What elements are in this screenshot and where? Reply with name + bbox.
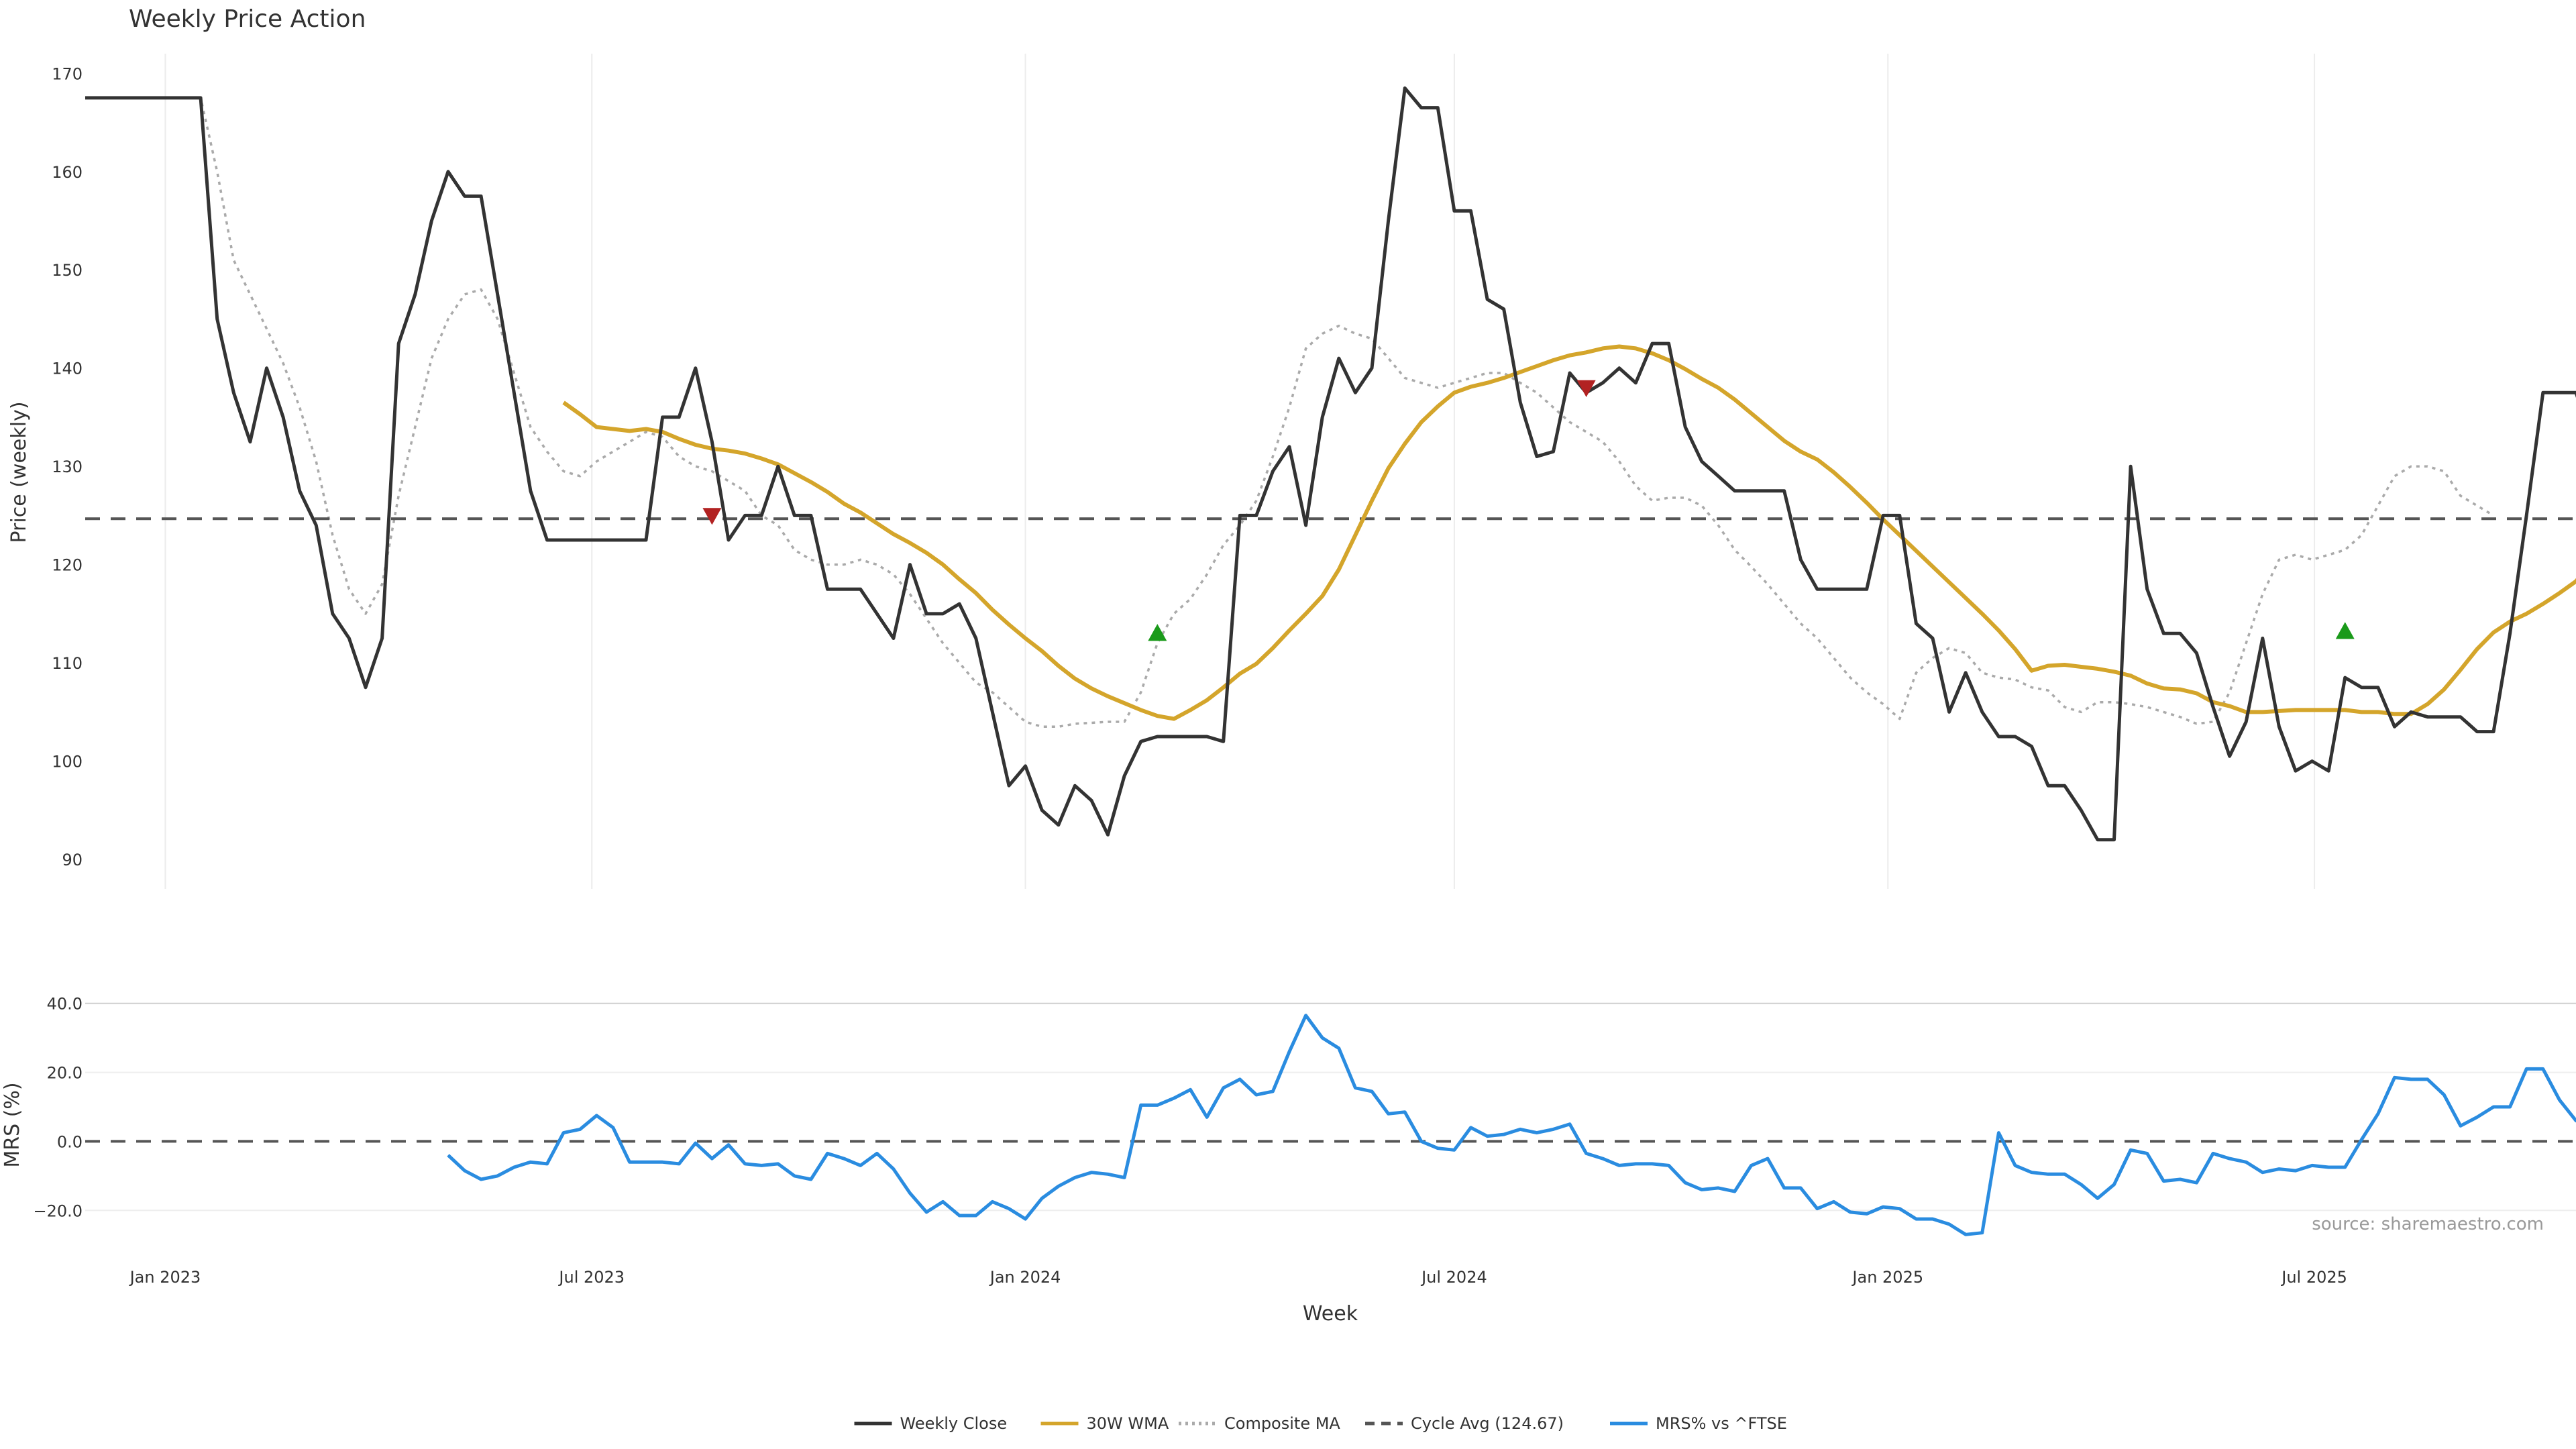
legend-label-3: Cycle Avg (124.67) (1411, 1414, 1564, 1433)
mrs-y-tick-0: 40.0 (47, 995, 83, 1014)
price-y-tick-8: 170 (52, 64, 83, 83)
mrs-y-axis-label: MRS (%) (1, 1082, 24, 1167)
x-tick-2: Jan 2024 (989, 1268, 1061, 1287)
price-y-tick-7: 160 (52, 163, 83, 182)
legend-label-0: Weekly Close (900, 1414, 1008, 1433)
buy-signal-marker-1 (1148, 624, 1167, 641)
x-tick-1: Jul 2023 (557, 1268, 625, 1287)
price-y-tick-labels: 90 100 110 120 130 140 150 160 170 (52, 64, 83, 869)
sell-signal-marker-2 (1576, 380, 1596, 397)
price-y-tick-0: 90 (62, 851, 83, 869)
price-gridlines (164, 54, 2316, 889)
x-tick-3: Jul 2024 (1420, 1268, 1487, 1287)
price-y-tick-1: 100 (52, 753, 83, 771)
price-y-tick-6: 150 (52, 261, 83, 280)
series-weekly-close (85, 86, 2576, 842)
mrs-y-tick-2: 0.0 (57, 1132, 83, 1151)
chart-title: Weekly Price Action (129, 5, 366, 33)
price-y-tick-5: 140 (52, 360, 83, 378)
price-y-axis-label: Price (weekly) (7, 401, 31, 543)
price-y-tick-2: 110 (52, 654, 83, 673)
source-credit: source: sharemaestro.com (2312, 1214, 2544, 1234)
x-tick-labels: Jan 2023 Jul 2023 Jan 2024 Jul 2024 Jan 2025… (129, 1268, 2347, 1287)
buy-signal-marker-3 (2335, 622, 2355, 639)
mrs-gridlines (85, 1002, 2576, 1212)
legend-label-1: 30W WMA (1087, 1414, 1169, 1433)
series-mrs-vs-ftse (447, 1014, 2576, 1236)
mrs-y-tick-labels: 40.0 20.0 0.0 −20.0 (33, 995, 83, 1221)
mrs-series (447, 1014, 2576, 1236)
x-tick-5: Jul 2025 (2280, 1268, 2347, 1287)
x-tick-0: Jan 2023 (129, 1268, 201, 1287)
legend: Weekly Close 30W WMA Composite MA Cycle Avg… (854, 1414, 1787, 1433)
legend-label-4: MRS% vs ^FTSE (1656, 1414, 1787, 1433)
sell-signal-marker-0 (702, 508, 722, 525)
x-tick-4: Jan 2025 (1851, 1268, 1923, 1287)
mrs-y-tick-1: 20.0 (47, 1064, 83, 1083)
price-y-tick-4: 130 (52, 458, 83, 476)
x-axis-label: Week (1303, 1302, 1358, 1326)
price-y-tick-3: 120 (52, 556, 83, 575)
signal-markers (702, 380, 2355, 641)
price-series (85, 86, 2576, 842)
series-30w-wma (562, 344, 2576, 721)
legend-label-2: Composite MA (1224, 1414, 1340, 1433)
mrs-y-tick-3: −20.0 (33, 1201, 83, 1220)
